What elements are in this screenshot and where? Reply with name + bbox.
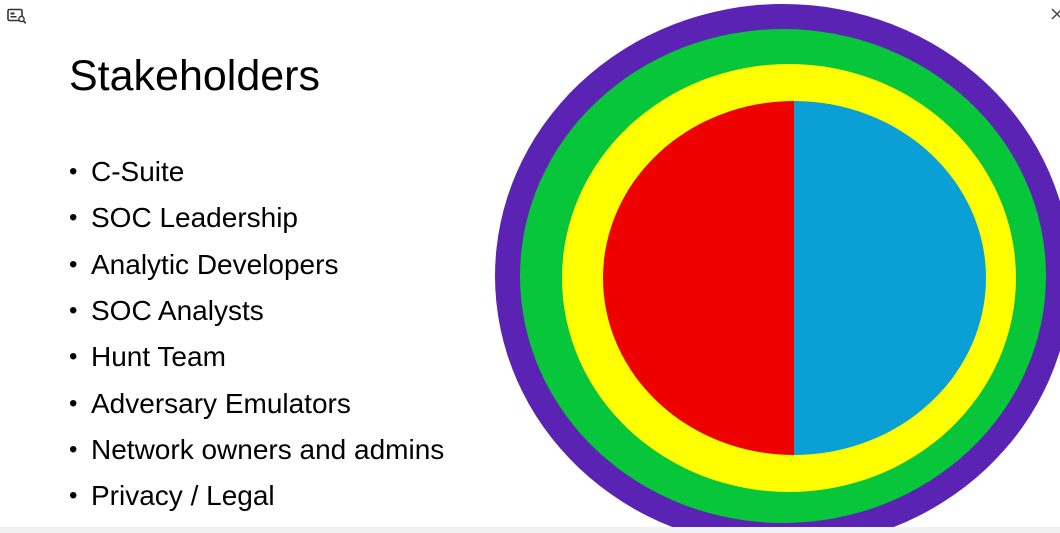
bullet-icon: • bbox=[69, 158, 78, 186]
bottom-edge bbox=[0, 527, 1060, 533]
bullet-icon: • bbox=[69, 435, 78, 463]
bullet-icon: • bbox=[69, 482, 78, 510]
list-item: • C-Suite bbox=[69, 149, 444, 195]
outer-ring bbox=[495, 4, 1060, 533]
bullet-icon: • bbox=[69, 343, 78, 371]
bullet-text: C-Suite bbox=[91, 156, 185, 188]
bullet-text: Privacy / Legal bbox=[91, 480, 275, 512]
close-icon[interactable] bbox=[1050, 6, 1060, 24]
list-item: • Network owners and admins bbox=[69, 427, 444, 473]
inner-left-half bbox=[603, 101, 794, 455]
bullet-icon: • bbox=[69, 389, 78, 417]
bullet-text: Analytic Developers bbox=[91, 248, 339, 280]
bullet-text: Network owners and admins bbox=[91, 433, 445, 465]
list-item: • Privacy / Legal bbox=[69, 473, 444, 519]
bullet-text: SOC Leadership bbox=[91, 202, 299, 234]
bullet-icon: • bbox=[69, 250, 78, 278]
screen-capture-icon[interactable] bbox=[7, 8, 27, 24]
bullet-icon: • bbox=[69, 204, 78, 232]
inner-right-half bbox=[794, 101, 986, 455]
bullet-icon: • bbox=[69, 297, 78, 325]
list-item: • Adversary Emulators bbox=[69, 380, 444, 426]
bullet-text: Hunt Team bbox=[91, 341, 226, 373]
third-ring bbox=[562, 64, 1016, 492]
bullet-text: Adversary Emulators bbox=[91, 387, 351, 419]
list-item: • Hunt Team bbox=[69, 334, 444, 380]
list-item: • SOC Leadership bbox=[69, 195, 444, 241]
list-item: • SOC Analysts bbox=[69, 288, 444, 334]
second-ring bbox=[520, 29, 1046, 523]
slide-title: Stakeholders bbox=[69, 52, 320, 100]
stakeholder-list: • C-Suite • SOC Leadership • Analytic De… bbox=[69, 149, 444, 519]
list-item: • Analytic Developers bbox=[69, 242, 444, 288]
bullet-text: SOC Analysts bbox=[91, 295, 264, 327]
